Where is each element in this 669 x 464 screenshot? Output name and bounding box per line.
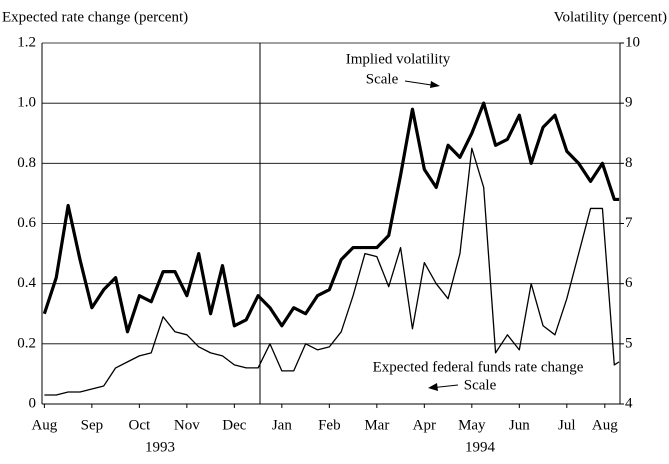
x-tick-label: Apr bbox=[413, 417, 436, 433]
series-line bbox=[44, 147, 620, 396]
y2-tick-label: 9 bbox=[625, 95, 633, 111]
arrowhead bbox=[428, 383, 438, 391]
y2-tick-label: 6 bbox=[625, 275, 633, 291]
y-axis-label: Expected rate change (percent) bbox=[2, 9, 188, 25]
annotation: Scale bbox=[464, 377, 497, 393]
x-tick-label: Aug bbox=[31, 417, 57, 433]
x-tick-label: Jul bbox=[558, 417, 576, 433]
x-tick-label: Nov bbox=[174, 417, 200, 433]
y-tick-label: 1.2 bbox=[17, 34, 36, 50]
y2-tick-label: 4 bbox=[625, 395, 633, 411]
y-tick-label: 0.6 bbox=[17, 215, 36, 231]
y-tick-label: 0.2 bbox=[17, 335, 36, 351]
annotation: Expected federal funds rate change bbox=[373, 359, 584, 375]
x-tick-label: Jun bbox=[509, 417, 530, 433]
y2-tick-label: 8 bbox=[625, 155, 633, 171]
x-tick-label: Oct bbox=[129, 417, 151, 433]
y2-axis-label: Volatility (percent) bbox=[554, 9, 667, 25]
y2-tick-label: 7 bbox=[625, 215, 633, 231]
series-line bbox=[42, 101, 620, 334]
x-tick-label: May bbox=[458, 417, 486, 433]
x-tick-label: Jan bbox=[272, 417, 292, 433]
year-label: 1994 bbox=[465, 439, 496, 455]
y2-tick-label: 5 bbox=[625, 335, 633, 351]
x-tick-label: Feb bbox=[318, 417, 341, 433]
y2-tick-label: 10 bbox=[625, 34, 640, 50]
arrowhead bbox=[430, 81, 440, 88]
x-tick-label: Mar bbox=[364, 417, 389, 433]
x-tick-label: Sep bbox=[81, 417, 104, 433]
annotation: Implied volatility bbox=[346, 51, 451, 67]
x-tick-label: Dec bbox=[222, 417, 246, 433]
annotation: Scale bbox=[366, 71, 399, 87]
x-tick-label: Aug bbox=[592, 417, 618, 433]
year-label: 1993 bbox=[145, 439, 175, 455]
y-tick-label: 1.0 bbox=[17, 95, 36, 111]
y-tick-label: 0.4 bbox=[17, 275, 36, 291]
y-tick-label: 0.8 bbox=[17, 155, 36, 171]
y-tick-label: 0 bbox=[29, 395, 37, 411]
